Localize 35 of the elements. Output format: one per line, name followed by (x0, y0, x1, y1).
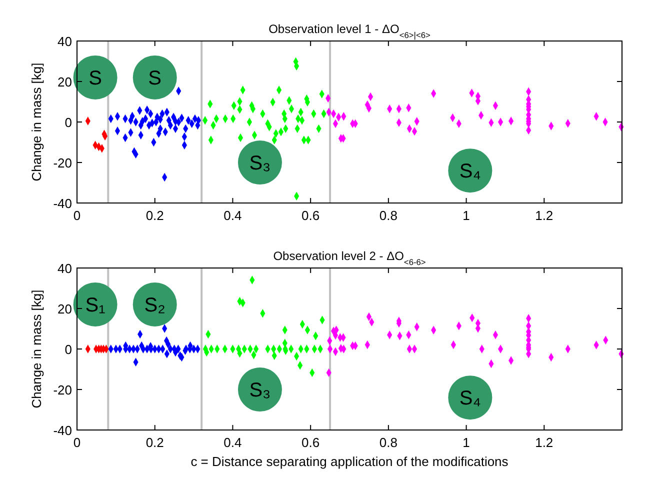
annotation: S₄ (459, 160, 481, 183)
y-tick-label: 40 (58, 34, 72, 49)
x-tick-label: 0.2 (146, 435, 164, 450)
annotation: S₃ (249, 152, 271, 174)
x-tick-label: 0.6 (302, 435, 320, 450)
y-tick-label: -20 (53, 382, 72, 398)
annotation: S₁ (85, 294, 106, 316)
x-tick-label: 0.4 (224, 208, 242, 223)
chart-title: Observation level 2 - ΔO$_{<6-6>}$ (273, 249, 426, 267)
y-tick-label: 20 (58, 302, 72, 316)
y-axis-title: Change in mass [kg] (29, 62, 44, 182)
annotation: S (148, 67, 162, 90)
x-tick-label: 0.4 (224, 435, 242, 450)
y-tick-label: -40 (53, 196, 72, 211)
annotation: S₄ (459, 388, 481, 410)
annotation: S₂ (144, 294, 166, 316)
annotation: S (88, 67, 102, 90)
annotation: S₃ (249, 380, 271, 402)
x-tick-label: 0.6 (302, 208, 320, 223)
chart-title: Observation level 1 - ΔO$_{<6>|<6>}$ (268, 22, 430, 40)
x-tick-label: 1.2 (535, 435, 554, 450)
y-tick-label: 0 (64, 115, 72, 130)
x-axis-title: c = Distance separating application of the modifications (190, 454, 509, 469)
x-tick-label: 0.8 (379, 208, 398, 223)
y-tick-label: -20 (53, 156, 72, 170)
y-tick-label: 20 (58, 74, 72, 90)
y-tick-label: 0 (64, 342, 72, 357)
x-tick-label: 0.2 (146, 208, 164, 223)
y-tick-label: -40 (53, 423, 72, 438)
x-tick-label: 1 (462, 435, 470, 450)
y-tick-label: 40 (58, 261, 72, 276)
x-tick-label: 1 (462, 208, 470, 223)
x-tick-label: 0.8 (379, 435, 398, 450)
y-axis-title: Change in mass [kg] (29, 290, 44, 408)
x-tick-label: 1.2 (535, 208, 554, 223)
